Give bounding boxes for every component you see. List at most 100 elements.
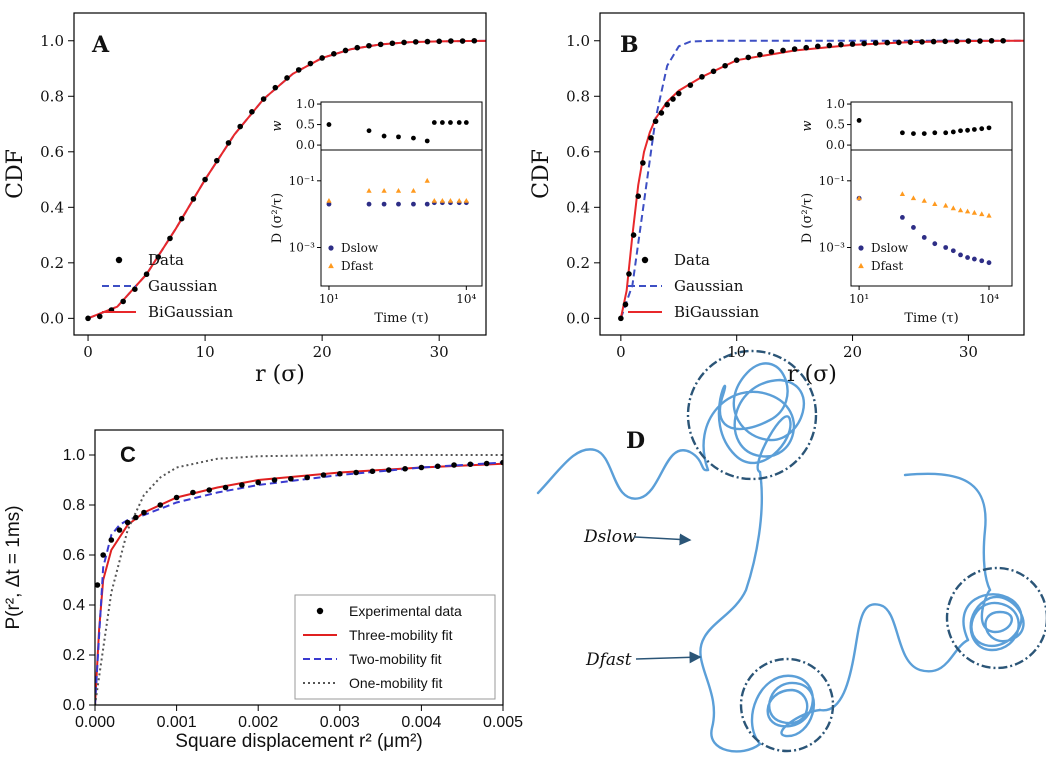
data-point (943, 130, 949, 136)
y-tick-label: 0.2 (566, 254, 590, 272)
inset-frame (850, 149, 1013, 287)
data-point (295, 67, 302, 73)
data-point (155, 254, 162, 260)
data-point (326, 201, 332, 207)
data-point (304, 474, 310, 481)
annotation: Dfast (585, 650, 632, 670)
legend-swatch (641, 256, 649, 264)
series-line (619, 39, 1024, 319)
data-point (418, 464, 425, 471)
data-point (141, 509, 147, 516)
data-point (366, 42, 372, 49)
markers (85, 37, 478, 322)
annotation: Dslow (583, 527, 637, 547)
data-point (157, 502, 164, 508)
confinement-ring (686, 349, 818, 481)
data-point (447, 198, 454, 203)
y-tick-label: 0.4 (63, 597, 85, 614)
x-tick-label: 20 (313, 343, 332, 361)
legend-label: Data (148, 251, 184, 269)
arrow (633, 533, 692, 546)
x-axis-label: Time (τ) (904, 311, 958, 326)
data-point (381, 133, 387, 139)
legend-label: Three-mobility fit (349, 627, 453, 643)
panel-label: C (120, 442, 136, 467)
data-point (225, 140, 232, 146)
data-point (979, 258, 985, 264)
y-tick-label: 0.0 (826, 138, 845, 152)
y-axis-label: D (σ²/τ) (800, 193, 815, 243)
data-point (434, 463, 441, 470)
data-point (950, 248, 956, 254)
data-point (108, 537, 115, 543)
data-point (803, 44, 810, 51)
y-tick-label: 0.6 (40, 143, 64, 161)
data-point (911, 131, 916, 136)
data-point (971, 209, 978, 215)
data-point (768, 49, 775, 55)
data-point (699, 74, 705, 80)
data-point (710, 68, 717, 75)
plot-area (95, 454, 503, 705)
y-tick-label: 0.5 (826, 118, 845, 132)
data-point (971, 256, 977, 262)
data-point (965, 255, 970, 260)
data-point (733, 57, 740, 63)
x-tick-label: 10⁴ (456, 292, 476, 306)
data-point (965, 38, 972, 44)
data-point (664, 101, 670, 108)
data-point (260, 96, 267, 102)
x-tick-label: 0.004 (401, 714, 441, 731)
data-point (954, 38, 960, 45)
data-point (856, 195, 862, 201)
data-point (635, 193, 642, 200)
data-point (899, 130, 905, 136)
x-tick-label: 30 (430, 343, 449, 361)
data-point (389, 40, 396, 47)
data-point (133, 514, 139, 521)
legend-label: Gaussian (674, 277, 744, 295)
data-point (965, 127, 970, 133)
data-point (424, 138, 430, 144)
y-tick-label: 1.0 (826, 97, 845, 111)
data-point (745, 54, 752, 61)
data-point (757, 51, 763, 58)
data-point (872, 40, 879, 46)
legend-label: BiGaussian (148, 303, 234, 321)
x-tick-label: 0.003 (320, 714, 360, 731)
polymer-strand (699, 470, 763, 753)
legend-label: One-mobility fit (349, 675, 442, 691)
y-tick-label: 0.6 (63, 547, 85, 564)
data-point (396, 134, 401, 140)
data-point (950, 205, 956, 211)
data-point (932, 241, 938, 247)
y-tick-label: 0.8 (40, 87, 64, 105)
y-tick-label: 0.0 (63, 697, 85, 714)
data-point (626, 271, 632, 277)
y-tick-label: 0.8 (63, 497, 85, 514)
panel-label: D (626, 428, 645, 454)
confinement-ring (739, 657, 835, 753)
data-point (943, 245, 949, 250)
data-point (85, 315, 91, 322)
data-point (271, 477, 278, 483)
data-point (648, 135, 654, 141)
data-point (687, 82, 694, 88)
data-point (395, 187, 402, 193)
data-point (448, 120, 453, 125)
data-point (658, 110, 665, 116)
inset-chart: 0.0 0.5 1.0 w 10⁻¹ 10⁻³ D (σ²/τ) Dslow Dfast 10¹ 1… (800, 97, 1013, 326)
x-tick-label: 0 (83, 343, 93, 361)
y-tick-label: 0.0 (40, 309, 64, 327)
y-tick-label: 1.0 (63, 447, 85, 464)
data-point (366, 201, 372, 207)
legend-swatch (328, 245, 334, 251)
data-point (249, 109, 255, 115)
data-point (930, 38, 937, 45)
data-point (675, 90, 682, 97)
data-point (907, 39, 914, 45)
legend: Experimental data Three-mobility fit Two-m… (294, 594, 496, 700)
data-point (431, 120, 437, 125)
plot-frame (599, 12, 1025, 336)
data-point (412, 39, 419, 45)
